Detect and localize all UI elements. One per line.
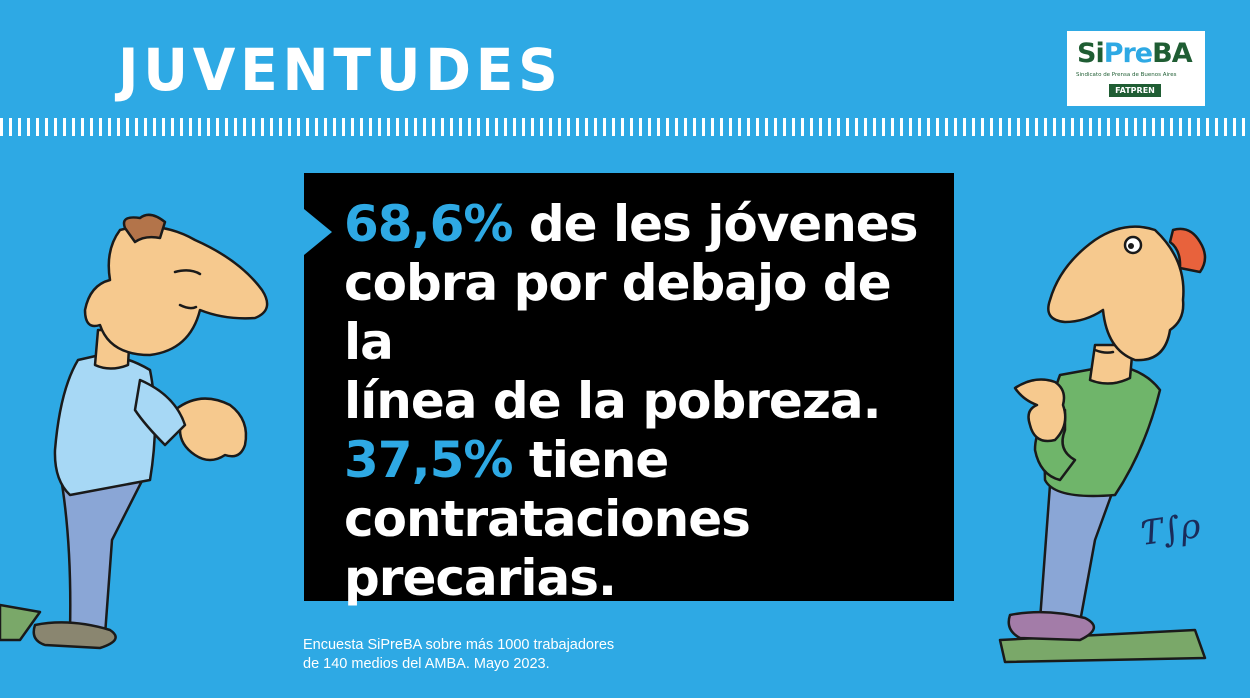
footnote-line-2: de 140 medios del AMBA. Mayo 2023. [303, 656, 550, 672]
stat-poverty: 68,6% [344, 195, 513, 253]
artist-signature-icon: ⁠Ƭ∫ρ [1137, 505, 1203, 555]
page-title: JUVENTUDES [118, 36, 563, 104]
right-man-illustration [998, 225, 1207, 664]
tick-divider [0, 118, 1250, 136]
quote-line-4: 37,5% tiene [344, 431, 669, 489]
stat-precarious: 37,5% [344, 431, 513, 489]
sipreba-logo: SiPreBA Sindicato de Prensa de Buenos Ai… [1067, 31, 1205, 106]
quote-line-1: 68,6% de les jóvenes [344, 195, 918, 253]
footnote: Encuesta SiPreBA sobre más 1000 trabajad… [303, 636, 614, 674]
left-man-illustration [0, 213, 269, 650]
quote-box [304, 173, 954, 601]
quote-line-6: precarias. [344, 549, 617, 607]
logo-subtitle: Sindicato de Prensa de Buenos Aires [1076, 72, 1177, 78]
quote-line-2: cobra por debajo de la [344, 254, 892, 371]
quote-pointer [304, 209, 332, 255]
quote-text: 68,6% de les jóvenes cobra por debajo de… [344, 195, 944, 608]
quote-line-3: línea de la pobreza. [344, 372, 882, 430]
logo-wordmark: SiPreBA [1077, 38, 1193, 69]
logo-badge: FATPREN [1109, 84, 1161, 97]
footnote-line-1: Encuesta SiPreBA sobre más 1000 trabajad… [303, 637, 615, 653]
quote-line-5: contrataciones [344, 490, 751, 548]
